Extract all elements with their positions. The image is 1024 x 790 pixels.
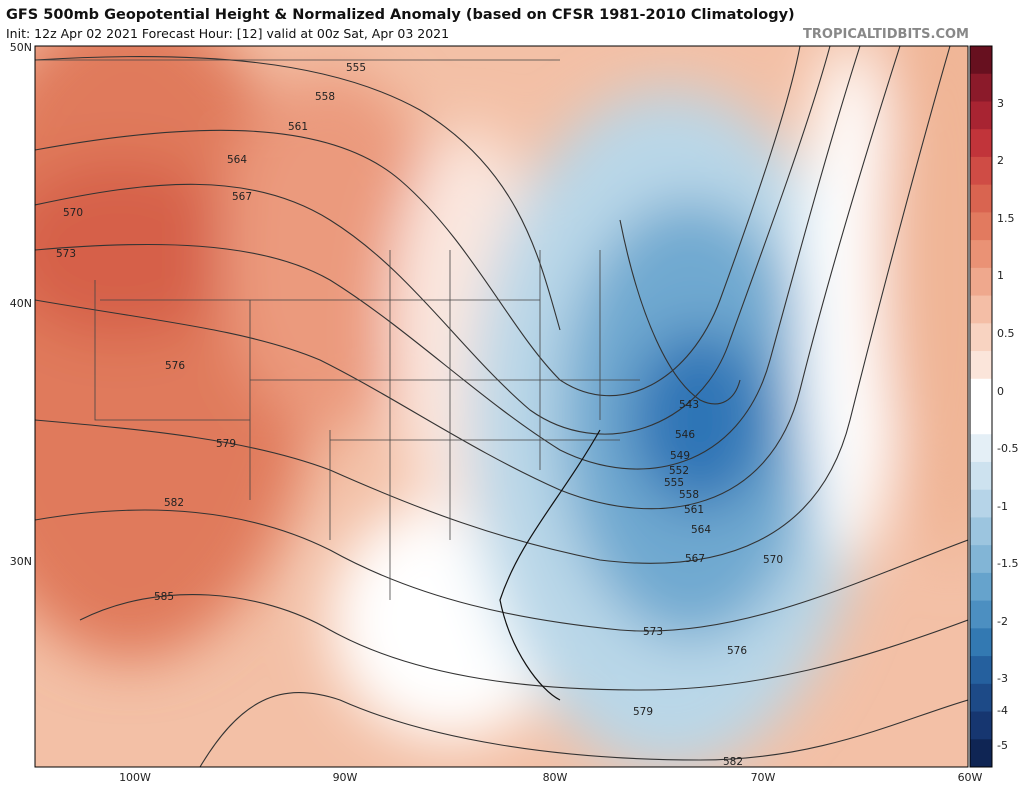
colorbar-swatch xyxy=(970,739,992,768)
contour-label: 543 xyxy=(679,399,699,411)
lon-label: 90W xyxy=(333,771,358,784)
colorbar-label: 2 xyxy=(997,154,1004,167)
colorbar-swatch xyxy=(970,600,992,629)
subtitle: Init: 12z Apr 02 2021 Forecast Hour: [12… xyxy=(6,26,449,41)
colorbar-label: 1.5 xyxy=(997,212,1015,225)
contour-label: 561 xyxy=(288,121,308,133)
colorbar-swatch xyxy=(970,73,992,102)
colorbar-frame xyxy=(969,45,993,768)
contour-label: 561 xyxy=(684,504,704,516)
contour-label: 573 xyxy=(56,248,76,260)
colorbar-swatch xyxy=(970,572,992,602)
colorbar-swatch xyxy=(970,129,992,158)
contour-label: 549 xyxy=(670,450,690,462)
colorbar-swatch xyxy=(970,351,992,380)
colorbar-swatch xyxy=(970,46,992,75)
contour-label: 570 xyxy=(63,207,83,219)
colorbar-swatch xyxy=(970,240,992,269)
colorbar-label: 0 xyxy=(997,385,1004,398)
colorbar-swatch xyxy=(970,711,992,740)
colorbar-swatch xyxy=(970,489,992,518)
contour-label: 576 xyxy=(727,645,747,657)
colorbar-label: -0.5 xyxy=(997,442,1018,455)
title: GFS 500mb Geopotential Height & Normaliz… xyxy=(6,7,795,23)
colorbar-label: -1.5 xyxy=(997,557,1018,570)
lon-label: 80W xyxy=(543,771,568,784)
colorbar-swatch xyxy=(970,323,992,352)
colorbar-label: -5 xyxy=(997,739,1008,752)
lat-label: 40N xyxy=(10,297,32,310)
contours xyxy=(35,46,968,767)
contour-label: 564 xyxy=(227,154,247,166)
contour-label: 582 xyxy=(723,756,743,768)
colorbar-swatch xyxy=(970,267,992,297)
colorbar-swatch xyxy=(970,101,992,130)
colorbar-label: -3 xyxy=(997,672,1008,685)
contour-label: 582 xyxy=(164,497,184,509)
borders xyxy=(35,59,640,701)
colorbar-swatch xyxy=(970,545,992,574)
colorbar-swatch xyxy=(970,517,992,546)
contour-label: 567 xyxy=(232,191,252,203)
contour-label: 555 xyxy=(346,62,366,74)
colorbar: 3 2 1.5 1 0.5 0 -0.5 -1 -1.5 -2 -3 -4 -5 xyxy=(969,45,1018,768)
contour-label: 546 xyxy=(675,429,695,441)
colorbar-label: -4 xyxy=(997,704,1008,717)
colorbar-swatch xyxy=(970,628,992,657)
lat-label: 30N xyxy=(10,555,32,568)
contour-label: 579 xyxy=(633,706,653,718)
contour-label: 576 xyxy=(165,360,185,372)
colorbar-label: -1 xyxy=(997,500,1008,513)
colorbar-swatch xyxy=(970,434,992,463)
contour-label: 567 xyxy=(685,553,705,565)
lon-label: 70W xyxy=(751,771,776,784)
colorbar-swatch xyxy=(970,461,992,491)
colorbar-swatch xyxy=(970,683,992,713)
contour-label: 558 xyxy=(315,91,335,103)
contour-label: 558 xyxy=(679,489,699,501)
colorbar-label: 0.5 xyxy=(997,327,1015,340)
colorbar-swatch xyxy=(970,295,992,324)
colorbar-label: 3 xyxy=(997,97,1004,110)
colorbar-swatch xyxy=(970,156,992,186)
colorbar-swatch xyxy=(970,212,992,241)
site-name: TROPICALTIDBITS.COM xyxy=(803,27,969,42)
contour-label: 585 xyxy=(154,591,174,603)
colorbar-swatch xyxy=(970,406,992,435)
colorbar-swatch xyxy=(970,656,992,685)
map xyxy=(35,46,968,767)
colorbar-swatch xyxy=(970,184,992,213)
lon-label: 60W xyxy=(958,771,983,784)
contour-label: 552 xyxy=(669,465,689,477)
lon-label: 100W xyxy=(119,771,151,784)
contour-label: 579 xyxy=(216,438,236,450)
contour-label: 564 xyxy=(691,524,711,536)
colorbar-swatch xyxy=(970,378,992,407)
lat-label: 50N xyxy=(10,41,32,54)
contour-label: 573 xyxy=(643,626,663,638)
contour-label: 555 xyxy=(664,477,684,489)
colorbar-label: -2 xyxy=(997,615,1008,628)
colorbar-label: 1 xyxy=(997,269,1004,282)
contour-label: 570 xyxy=(763,554,783,566)
